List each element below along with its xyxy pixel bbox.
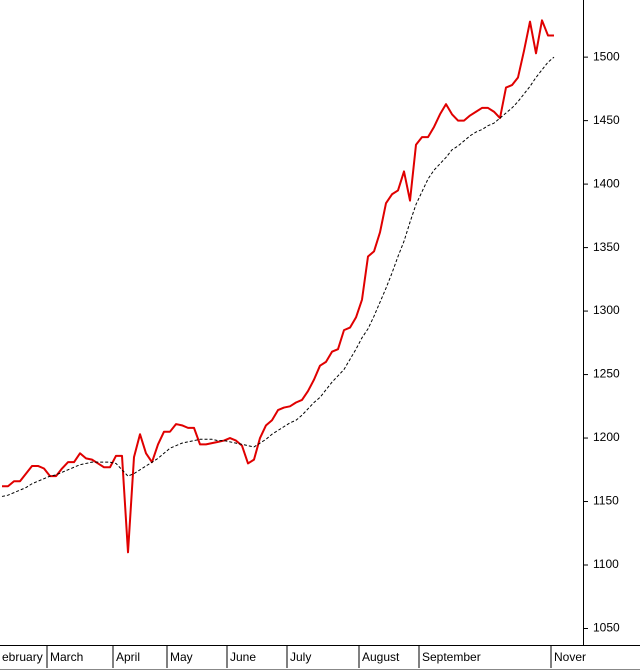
x-tick-label: August (362, 650, 400, 664)
x-tick-label: Nover (554, 650, 586, 664)
x-tick-label: March (50, 650, 83, 664)
x-tick-label: September (422, 650, 481, 664)
x-tick-label: ebruary (2, 650, 43, 664)
y-tick-label: 1200 (593, 430, 620, 444)
x-tick-label: July (290, 650, 311, 664)
y-tick-label: 1100 (593, 557, 619, 571)
y-tick-label: 1350 (593, 240, 620, 254)
x-tick-label: June (230, 650, 256, 664)
x-tick-label: May (170, 650, 193, 664)
y-tick-label: 1450 (593, 113, 620, 127)
y-tick-label: 1250 (593, 367, 620, 381)
y-tick-label: 1500 (593, 49, 620, 63)
y-tick-label: 1050 (593, 621, 620, 635)
y-tick-label: 1150 (593, 494, 619, 508)
x-tick-label: April (116, 650, 140, 664)
y-tick-label: 1400 (593, 176, 620, 190)
y-tick-label: 1300 (593, 303, 620, 317)
series-line (2, 19, 554, 554)
